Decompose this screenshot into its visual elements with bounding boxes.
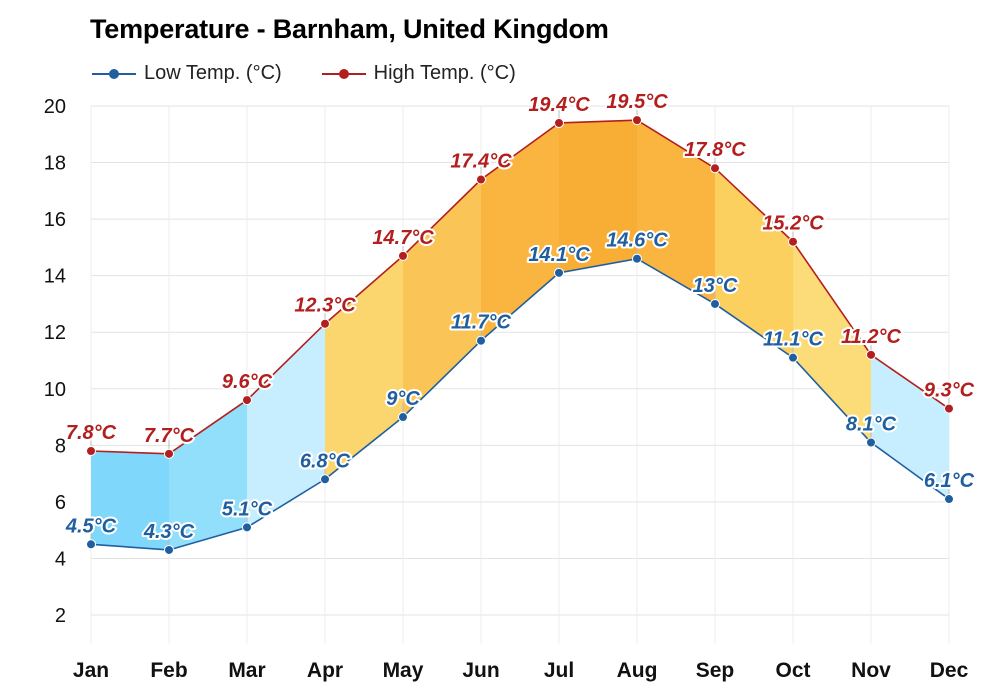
low-temp-point — [86, 539, 96, 550]
low-temp-label: 14.6°C — [606, 230, 668, 252]
low-temp-label: 14.1°C — [528, 244, 590, 266]
high-temp-point — [632, 115, 642, 126]
x-tick-label: Apr — [307, 659, 343, 682]
band-segment — [91, 450, 169, 550]
low-temp-point — [320, 474, 330, 485]
low-temp-label: 11.7°C — [451, 312, 511, 334]
band-segment — [247, 323, 325, 528]
chart-title: Temperature - Barnham, United Kingdom — [90, 14, 609, 44]
x-tick-label: Jun — [462, 659, 499, 682]
band-segment — [481, 122, 559, 341]
x-tick-label: Dec — [930, 659, 969, 682]
band-segment — [559, 120, 637, 273]
low-temp-label: 5.1°C — [222, 498, 273, 520]
x-tick-label: Nov — [851, 659, 891, 682]
y-tick-label: 12 — [44, 322, 66, 344]
low-temp-label: 9°C — [386, 388, 420, 410]
band-segment — [637, 120, 715, 304]
low-temp-point — [242, 522, 252, 533]
band-segment — [325, 255, 403, 480]
low-temp-line — [90, 257, 950, 551]
legend-swatch-high — [321, 68, 366, 79]
low-temp-point — [866, 437, 876, 448]
x-tick-label: Jan — [73, 659, 109, 682]
low-temp-label: 4.3°C — [143, 521, 195, 543]
high-temp-point — [398, 250, 408, 261]
low-temp-point — [788, 352, 798, 363]
high-temp-label: 7.8°C — [66, 422, 117, 444]
legend-item-high[interactable]: High Temp. (°C) — [321, 62, 516, 85]
high-temp-line — [90, 119, 950, 455]
high-temp-label: 17.8°C — [684, 139, 746, 161]
y-tick-label: 20 — [44, 96, 66, 118]
high-temp-point — [866, 349, 876, 360]
legend: Low Temp. (°C) High Temp. (°C) — [92, 62, 516, 85]
high-temp-label: 14.7°C — [372, 227, 434, 249]
high-temp-label: 19.4°C — [528, 94, 590, 116]
high-temp-label: 9.6°C — [222, 371, 273, 393]
x-tick-label: Sep — [696, 659, 735, 682]
high-temp-label: 17.4°C — [450, 151, 512, 173]
high-temp-point — [554, 117, 564, 128]
legend-swatch-low — [92, 68, 136, 79]
x-tick-label: Mar — [228, 659, 265, 682]
band-segment — [793, 241, 871, 443]
x-tick-label: Jul — [544, 659, 574, 682]
y-tick-label: 6 — [55, 492, 66, 514]
low-temp-label: 13°C — [693, 275, 738, 297]
high-temp-point — [788, 236, 798, 247]
x-tick-label: May — [383, 659, 424, 682]
high-temp-label: 11.2°C — [841, 326, 901, 348]
high-temp-label: 19.5°C — [606, 91, 668, 113]
high-temp-point — [944, 403, 954, 414]
x-tick-label: Aug — [617, 659, 658, 682]
legend-item-low[interactable]: Low Temp. (°C) — [92, 62, 282, 85]
y-tick-label: 2 — [55, 605, 66, 627]
legend-label-high: High Temp. (°C) — [373, 62, 516, 84]
band-segment — [871, 354, 949, 500]
high-temp-point — [86, 445, 96, 456]
band-segment — [715, 168, 793, 358]
low-temp-label: 6.8°C — [300, 450, 351, 472]
high-temp-label: 12.3°C — [294, 295, 356, 317]
high-temp-label: 9.3°C — [924, 380, 975, 402]
x-tick-label: Feb — [150, 659, 187, 682]
y-tick-label: 16 — [44, 209, 66, 231]
high-temp-point — [164, 448, 174, 459]
low-temp-label: 11.1°C — [763, 329, 823, 351]
y-tick-label: 4 — [55, 548, 66, 570]
high-temp-point — [476, 174, 486, 185]
low-temp-point — [632, 253, 642, 264]
y-tick-label: 8 — [55, 435, 66, 457]
band-segment — [169, 400, 247, 550]
high-temp-label: 15.2°C — [762, 213, 824, 235]
low-temp-point — [164, 544, 174, 555]
low-temp-point — [476, 335, 486, 346]
low-temp-point — [944, 494, 954, 505]
y-tick-label: 18 — [44, 153, 66, 175]
low-temp-point — [398, 412, 408, 423]
band-segment — [403, 179, 481, 418]
y-tick-label: 10 — [44, 379, 66, 401]
low-temp-label: 6.1°C — [924, 470, 975, 492]
high-temp-point — [710, 163, 720, 174]
legend-label-low: Low Temp. (°C) — [144, 62, 282, 84]
high-temp-point — [242, 395, 252, 406]
high-temp-point — [320, 318, 330, 329]
x-tick-label: Oct — [775, 659, 810, 682]
low-temp-point — [710, 298, 720, 309]
low-temp-point — [554, 267, 564, 278]
low-temp-label: 8.1°C — [846, 414, 897, 436]
high-temp-label: 7.7°C — [144, 425, 195, 447]
y-tick-label: 14 — [44, 266, 66, 288]
low-temp-label: 4.5°C — [65, 515, 117, 537]
